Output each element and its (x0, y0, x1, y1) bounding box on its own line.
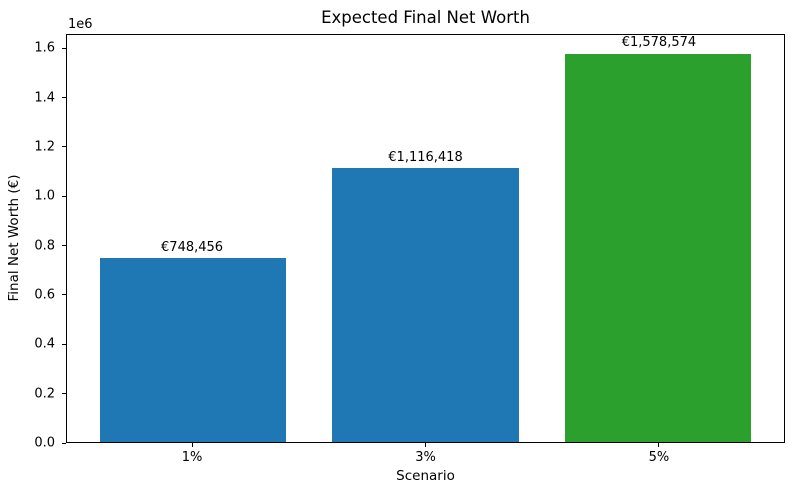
y-tick-label: 1.6 (34, 40, 55, 56)
y-tick-label: 1.0 (34, 188, 55, 204)
y-tick-mark (62, 97, 66, 99)
y-tick-mark (62, 245, 66, 247)
x-tick-mark (425, 443, 426, 447)
chart-title: Expected Final Net Worth (321, 8, 530, 27)
x-tick-label: 1% (181, 450, 203, 465)
x-tick-label: 5% (648, 450, 670, 465)
y-tick-mark (62, 393, 66, 395)
y-tick-label: 0.8 (34, 238, 55, 254)
y-tick-label: 0.2 (34, 386, 55, 402)
y-tick-label: 0.4 (34, 336, 55, 352)
y-tick-mark (62, 146, 66, 148)
y-tick-mark (62, 47, 66, 49)
bar-value-label: €748,456 (161, 240, 224, 256)
y-tick-label: 1.2 (34, 139, 55, 155)
bar-5% (565, 54, 752, 442)
plot-area (66, 34, 785, 443)
y-tick-label: 1.4 (34, 90, 55, 106)
x-tick-label: 3% (415, 450, 436, 465)
x-axis-label: Scenario (396, 468, 455, 484)
x-tick-mark (658, 443, 660, 447)
y-tick-mark (62, 195, 66, 197)
bar-3% (332, 167, 519, 442)
bar-1% (99, 258, 286, 442)
bar-value-label: €1,116,418 (388, 149, 463, 165)
y-tick-mark (62, 442, 66, 444)
y-axis-offset-label: 1e6 (68, 17, 93, 32)
y-tick-label: 0.6 (34, 287, 55, 303)
y-tick-mark (62, 343, 66, 345)
y-tick-label: 0.0 (34, 435, 55, 451)
y-axis-label: Final Net Worth (€) (6, 174, 22, 302)
x-tick-mark (191, 443, 193, 447)
bar-value-label: €1,578,574 (621, 35, 697, 51)
y-tick-mark (62, 294, 66, 296)
